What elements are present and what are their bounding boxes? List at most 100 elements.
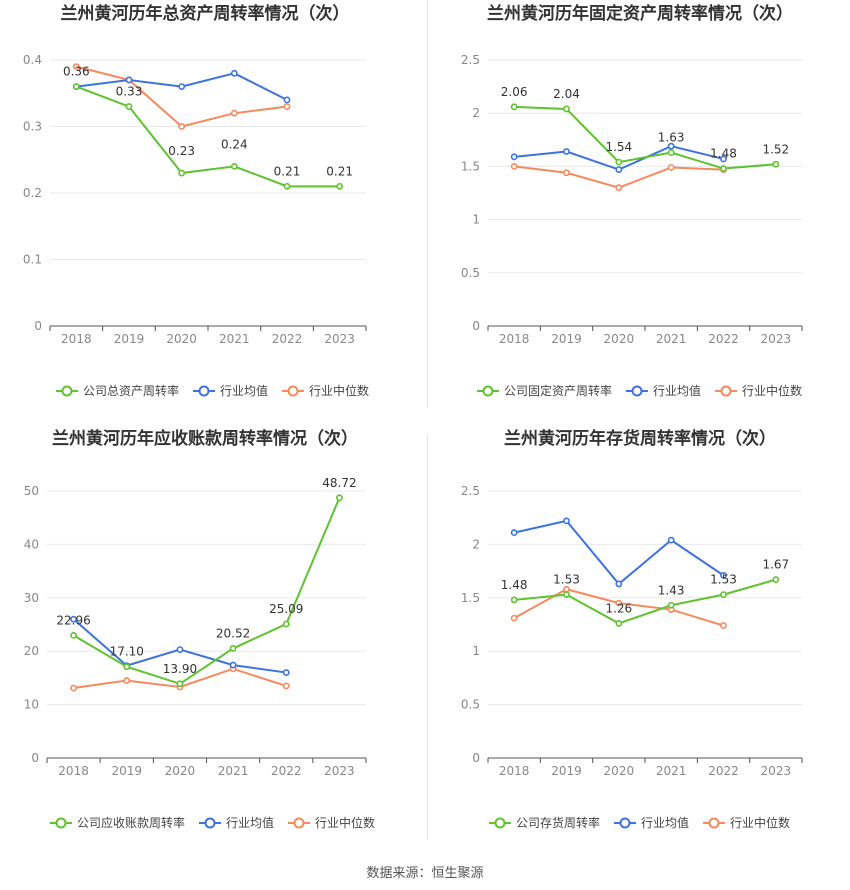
- y-tick-label: 2: [472, 537, 480, 551]
- company-data-point: [178, 169, 186, 177]
- legend-item-company[interactable]: 公司总资产周转率: [56, 383, 179, 398]
- data-label: 1.26: [605, 601, 632, 615]
- x-tick-label: 2020: [166, 332, 197, 346]
- y-tick-label: 30: [24, 591, 39, 605]
- legend-swatch-marker: [708, 817, 720, 829]
- legend-label: 公司固定资产周转率: [504, 383, 612, 398]
- x-tick-label: 2022: [272, 332, 303, 346]
- x-tick-label: 2023: [324, 764, 355, 778]
- data-label: 13.90: [163, 662, 197, 676]
- data-label: 1.53: [553, 573, 580, 587]
- legend-label: 行业均值: [653, 383, 701, 398]
- company-data-point: [563, 591, 570, 598]
- avg-series-line: [513, 519, 725, 586]
- company-data-point: [510, 103, 518, 111]
- median-series-line: [76, 65, 288, 128]
- company-data-point: [282, 620, 290, 628]
- company-data-point: [510, 596, 518, 604]
- legend-label: 行业均值: [641, 815, 689, 830]
- y-tick-label: 0.1: [23, 253, 42, 267]
- median-data-point: [283, 103, 291, 110]
- chart-title: 兰州黄河历年固定资产周转率情况（次）: [487, 3, 793, 24]
- vertical-divider: [427, 0, 428, 408]
- avg-data-point: [510, 153, 518, 161]
- avg-data-point: [615, 580, 623, 588]
- data-label: 2.04: [553, 87, 580, 101]
- legend-item-median[interactable]: 行业中位数: [715, 383, 802, 398]
- company-data-point: [336, 494, 343, 502]
- x-tick-label: 2021: [218, 764, 249, 778]
- median-data-point: [563, 169, 570, 177]
- legend-swatch-marker: [55, 817, 67, 829]
- x-tick-label: 2019: [551, 332, 582, 346]
- avg-data-point: [667, 142, 675, 150]
- data-label: 1.67: [762, 558, 789, 572]
- legend-swatch-marker: [494, 817, 506, 829]
- x-tick-label: 2018: [61, 332, 92, 346]
- data-label: 1.52: [762, 142, 789, 156]
- data-label: 0.24: [221, 137, 248, 151]
- company-data-point: [720, 165, 727, 172]
- y-tick-label: 0: [34, 319, 42, 333]
- legend-item-avg[interactable]: 行业均值: [626, 383, 701, 398]
- avg-data-point: [510, 529, 518, 537]
- avg-data-point: [230, 69, 238, 77]
- company-data-point: [720, 591, 727, 598]
- median-data-point: [178, 123, 186, 130]
- x-tick-label: 2022: [271, 764, 302, 778]
- company-data-point: [229, 645, 237, 652]
- data-label: 1.48: [710, 147, 737, 161]
- x-tick-label: 2018: [499, 764, 530, 778]
- avg-data-point: [283, 96, 291, 104]
- median-data-point: [510, 162, 518, 170]
- y-tick-label: 1: [472, 644, 480, 658]
- median-data-point: [282, 682, 290, 690]
- y-tick-label: 0.3: [23, 120, 42, 134]
- company-data-point: [772, 160, 780, 168]
- data-label: 17.10: [110, 645, 144, 659]
- legend-swatch-marker: [198, 385, 210, 397]
- x-tick-label: 2023: [761, 764, 792, 778]
- data-label: 1.63: [658, 131, 685, 145]
- total-asset-turnover-chart: 兰州黄河历年总资产周转率情况（次） 0 0.1 0.2 0.3 0.4 2018 2019 20…: [23, 3, 369, 398]
- legend-item-company[interactable]: 公司应收账款周转率: [50, 815, 185, 830]
- company-data-point: [615, 158, 623, 166]
- median-data-point: [615, 184, 623, 192]
- legend-item-median[interactable]: 行业中位数: [288, 815, 375, 830]
- inventory-turnover-chart: 兰州黄河历年存货周转率情况（次） 0 0.5 1 1.5 2 2.5 2018 2019 2020…: [461, 428, 803, 830]
- legend-swatch-marker: [482, 385, 494, 397]
- avg-data-point: [282, 669, 290, 676]
- data-label: 20.52: [216, 626, 250, 640]
- median-data-point: [510, 614, 518, 622]
- legend-label: 行业均值: [220, 383, 268, 398]
- legend-item-company[interactable]: 公司存货周转率: [489, 815, 600, 830]
- legend-swatch-marker: [204, 817, 216, 829]
- y-tick-label: 1.5: [461, 591, 480, 605]
- data-label: 22.96: [56, 613, 90, 627]
- company-data-point: [125, 103, 133, 110]
- legend-item-company[interactable]: 公司固定资产周转率: [477, 383, 612, 398]
- chart-title: 兰州黄河历年总资产周转率情况（次）: [61, 3, 350, 24]
- legend-item-median[interactable]: 行业中位数: [282, 383, 369, 398]
- y-tick-label: 0.4: [23, 53, 42, 67]
- y-tick-label: 0.5: [461, 266, 480, 280]
- median-data-point: [720, 622, 727, 629]
- y-tick-label: 1.5: [461, 159, 480, 173]
- legend-item-avg[interactable]: 行业均值: [193, 383, 268, 398]
- receivables-turnover-chart: 兰州黄河历年应收账款周转率情况（次） 0 10 20 30 40 50 2018 2019 202…: [24, 428, 375, 830]
- x-tick-label: 2023: [324, 332, 355, 346]
- company-data-point: [72, 83, 80, 90]
- median-data-point: [667, 164, 675, 171]
- legend-label: 公司应收账款周转率: [77, 815, 185, 830]
- avg-data-point: [125, 76, 133, 84]
- legend-item-avg[interactable]: 行业均值: [199, 815, 274, 830]
- y-tick-label: 0.2: [23, 186, 42, 200]
- legend-item-avg[interactable]: 行业均值: [614, 815, 689, 830]
- data-label: 0.21: [326, 164, 353, 178]
- company-data-point: [667, 601, 675, 609]
- x-tick-label: 2021: [656, 332, 687, 346]
- legend-item-median[interactable]: 行业中位数: [703, 815, 790, 830]
- median-data-point: [70, 684, 77, 692]
- legend-label: 行业均值: [226, 815, 274, 830]
- data-label: 0.36: [63, 65, 90, 79]
